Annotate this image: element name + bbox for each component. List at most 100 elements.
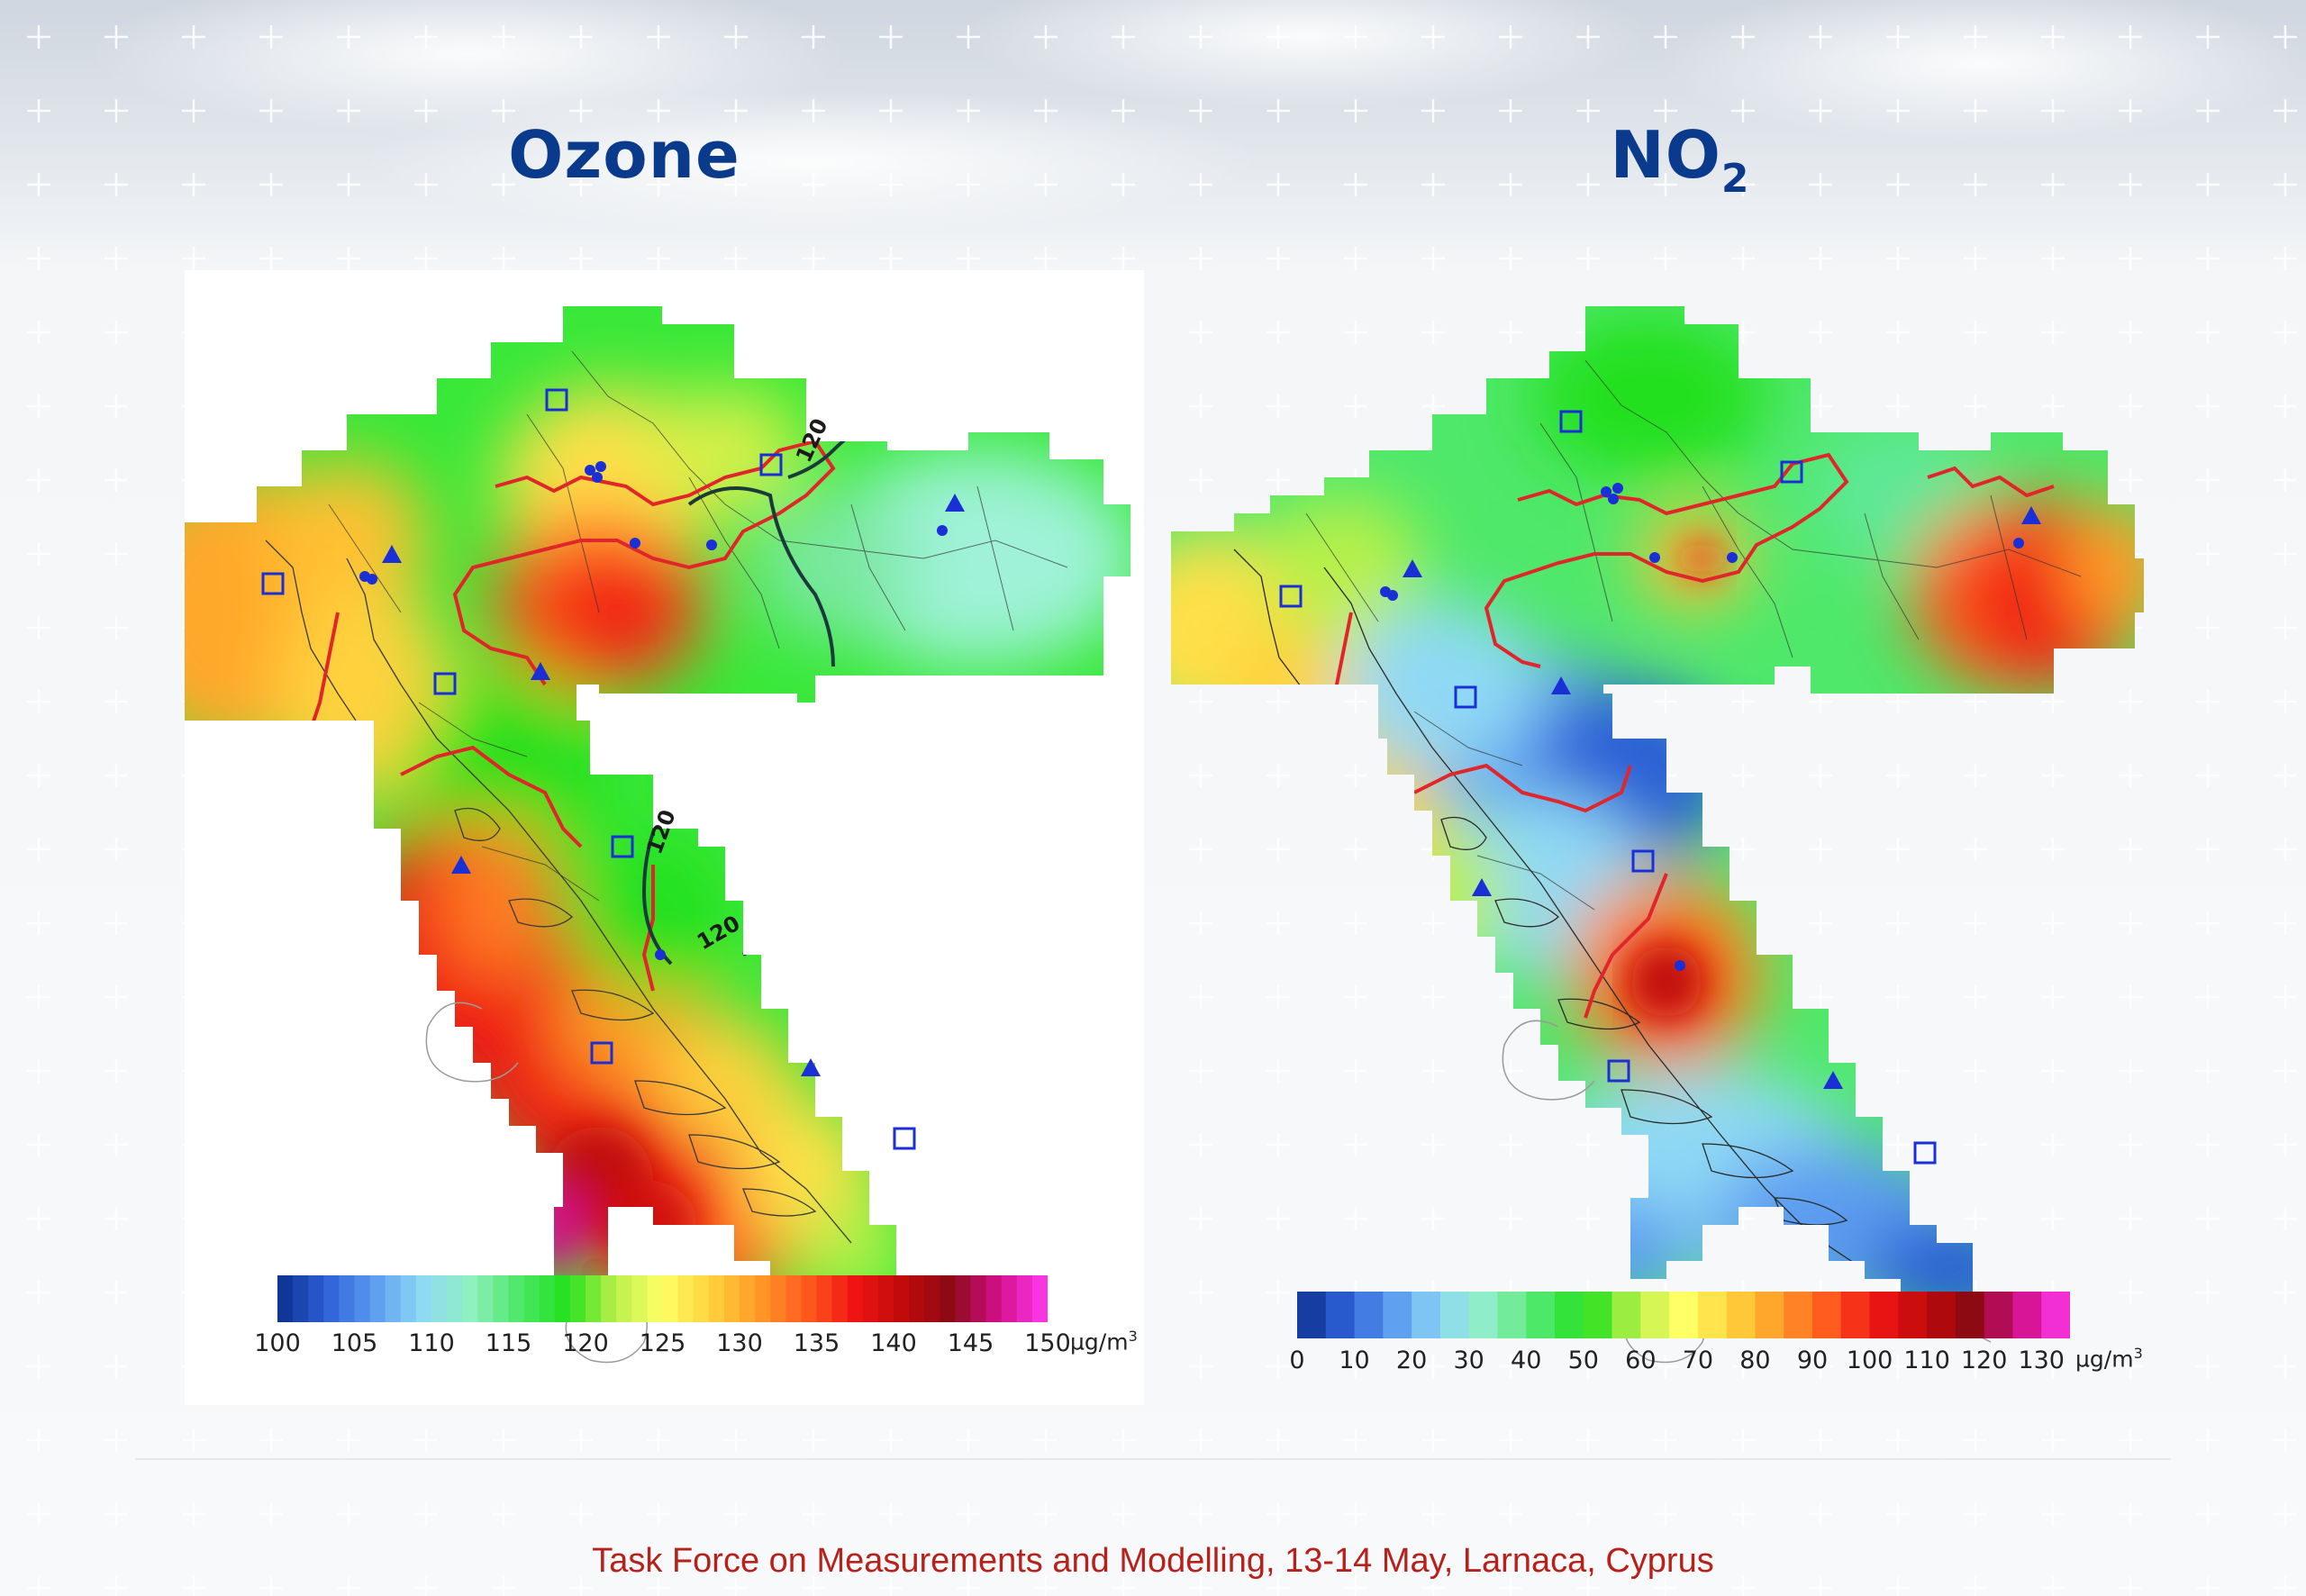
colorbar-step [785,1275,802,1322]
colorbar-tick-label: 130 [2018,1347,2065,1374]
colorbar-tick-label: 10 [1339,1347,1370,1374]
colorbar-step [2012,1292,2042,1338]
colorbar-tick-label: 100 [254,1329,301,1357]
triangle-station-icon [2021,506,2041,524]
triangle-station-icon [801,1058,821,1076]
colorbar-step [323,1275,340,1322]
colorbar-step [2041,1292,2071,1338]
colorbar-step [647,1275,664,1322]
colorbar-tick-label: 120 [1960,1347,2008,1374]
colorbar-step [1669,1292,1699,1338]
ozone-coastline [265,540,852,1244]
no2-field [1171,306,2144,1297]
colorbar-step [1412,1292,1441,1338]
dot-station-icon [592,472,603,483]
colorbar-step [631,1275,648,1322]
colorbar-step [755,1275,771,1322]
colorbar-step [415,1275,432,1322]
colorbar-step [740,1275,756,1322]
square-station-icon [1279,585,1303,608]
colorbar-step [1031,1275,1049,1322]
colorbar-tick-label: 130 [716,1329,763,1357]
triangle-station-icon [1403,559,1422,577]
colorbar-tick-label: 110 [408,1329,455,1357]
no2-title-subscript: 2 [1720,156,1750,202]
colorbar-tick-label: 145 [947,1329,994,1357]
colorbar-step [924,1275,940,1322]
colorbar-step [1439,1292,1470,1338]
ozone-colorbar [277,1275,1049,1322]
dot-station-icon [595,461,606,472]
no2-dot-stations [1380,483,2024,971]
dot-station-icon [630,538,640,549]
colorbar-step [339,1275,356,1322]
triangle-station-icon [531,662,550,680]
colorbar-step [293,1275,309,1322]
colorbar-step [831,1275,849,1322]
ozone-square-stations [261,388,916,1150]
ozone-title-text: Ozone [508,117,740,193]
square-station-icon [1559,410,1583,433]
dot-station-icon [585,465,595,476]
colorbar-step [1984,1292,2014,1338]
colorbar-step [1468,1292,1499,1338]
ozone-region-boundary [300,439,836,992]
ozone-colorbar-ticks: 100 105 110 115 120 125 130 135 140 145 150 [254,1329,1071,1362]
colorbar-step [385,1275,402,1322]
colorbar-step [1016,1275,1033,1322]
no2-title: NO2 [1410,117,1950,202]
colorbar-tick-label: 105 [331,1329,378,1357]
square-station-icon [611,835,634,858]
triangle-station-icon [451,856,471,874]
colorbar-step [940,1275,956,1322]
colorbar-step [569,1275,586,1322]
colorbar-tick-label: 70 [1682,1347,1714,1374]
colorbar-step [400,1275,417,1322]
colorbar-step [277,1275,294,1322]
triangle-station-icon [945,494,965,512]
colorbar-step [1812,1292,1842,1338]
colorbar-step [1784,1292,1813,1338]
colorbar-step [1297,1292,1327,1338]
no2-square-stations [1279,410,1937,1165]
colorbar-step [693,1275,710,1322]
colorbar-step [539,1275,556,1322]
square-station-icon [545,388,568,412]
colorbar-tick-label: 40 [1511,1347,1542,1374]
colorbar-step [955,1275,972,1322]
colorbar-tick-label: 110 [1903,1347,1950,1374]
colorbar-step [708,1275,725,1322]
square-station-icon [261,572,285,595]
dot-station-icon [1649,552,1660,563]
colorbar-step [1383,1292,1412,1338]
colorbar-step [1898,1292,1928,1338]
dot-station-icon [937,525,948,536]
square-station-icon [1631,849,1655,873]
colorbar-step [770,1275,786,1322]
ozone-triangle-stations [382,494,965,1076]
no2-colorbar-ticks: 0 10 20 30 40 50 60 70 80 90 100 110 120 130 [1289,1347,2070,1379]
colorbar-step [431,1275,448,1322]
colorbar-step [1555,1292,1584,1338]
colorbar-step [493,1275,510,1322]
colorbar-step [616,1275,632,1322]
colorbar-step [1354,1292,1384,1338]
no2-colorbar-unit: µg/m3 [2075,1345,2143,1372]
ozone-title: Ozone [354,117,894,193]
colorbar-tick-label: 150 [1024,1329,1071,1357]
no2-unit-sup: 3 [2133,1345,2143,1362]
colorbar-step [1583,1292,1613,1338]
no2-county-borders [1305,359,2082,911]
colorbar-step [1497,1292,1527,1338]
colorbar-step [723,1275,740,1322]
no2-colorbar-gradient [1297,1292,2071,1338]
dot-station-icon [706,540,717,550]
colorbar-tick-label: 20 [1395,1347,1428,1374]
colorbar-step [970,1275,987,1322]
colorbar-tick-label: 140 [870,1329,917,1357]
colorbar-tick-label: 30 [1453,1347,1484,1374]
colorbar-step [1697,1292,1728,1338]
ozone-unit-text: µg/m [1070,1328,1129,1356]
no2-title-main: NO [1610,117,1721,193]
square-station-icon [1780,460,1803,484]
